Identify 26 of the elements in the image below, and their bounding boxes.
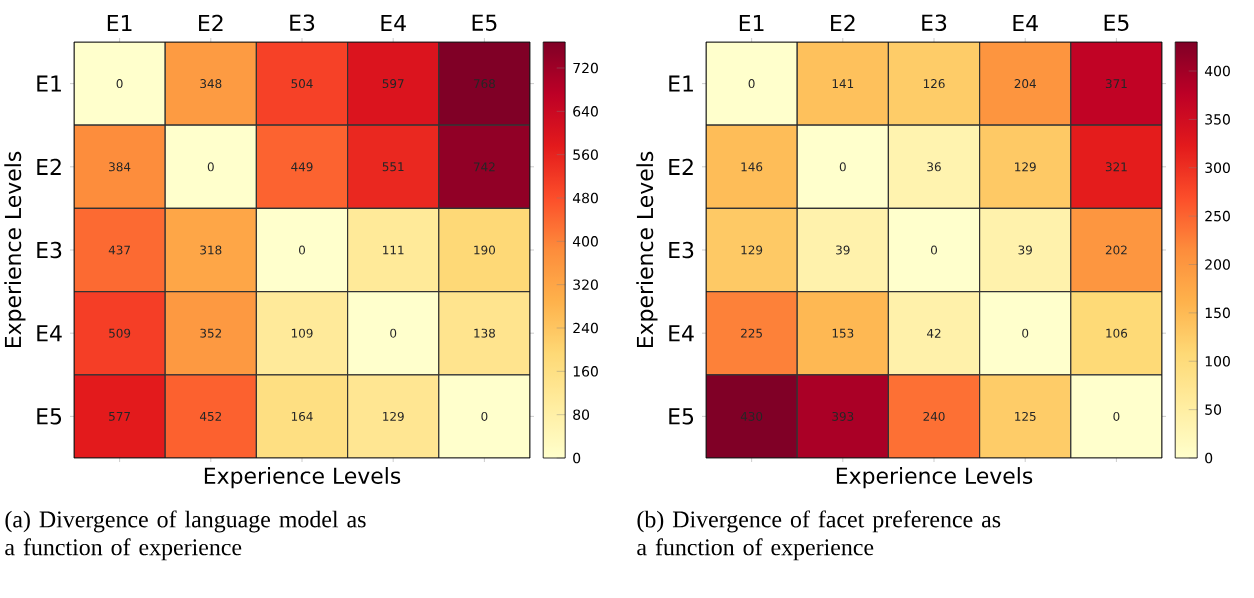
y-tick-label: E4 [669, 325, 694, 342]
text: (b) Divergence of facet preference as a function of experience [637, 510, 1001, 561]
x-tick-label: E5 [472, 14, 497, 31]
x-tick-label: E3 [290, 14, 315, 31]
y-tick-label: E4 [37, 325, 62, 342]
y-tick-label: E1 [669, 75, 693, 92]
x-axis-title: Experience Levels [204, 467, 401, 489]
y-tick-label: E3 [669, 241, 694, 259]
y-tick-label: E3 [37, 241, 62, 259]
x-tick-label: E3 [922, 14, 947, 31]
y-tick-label: E5 [669, 408, 694, 425]
text: (a) Divergence of language model as a function of experience [5, 510, 366, 561]
y-tick-label: E2 [37, 158, 61, 175]
y-axis-title: Experience Levels [636, 151, 658, 348]
x-tick-label: E2 [831, 14, 855, 31]
x-tick-label: E4 [1013, 14, 1038, 31]
x-tick-label: E4 [381, 14, 406, 31]
x-tick-label: E1 [107, 14, 132, 31]
x-axis-title: Experience Levels [836, 467, 1033, 489]
y-tick-label: E2 [669, 158, 693, 175]
x-tick-label: E1 [739, 14, 764, 31]
y-tick-label: E5 [37, 408, 62, 425]
y-axis-title: Experience Levels [4, 151, 26, 348]
y-tick-label: E1 [37, 75, 61, 92]
x-tick-label: E2 [199, 14, 223, 31]
x-tick-label: E5 [1104, 14, 1129, 31]
